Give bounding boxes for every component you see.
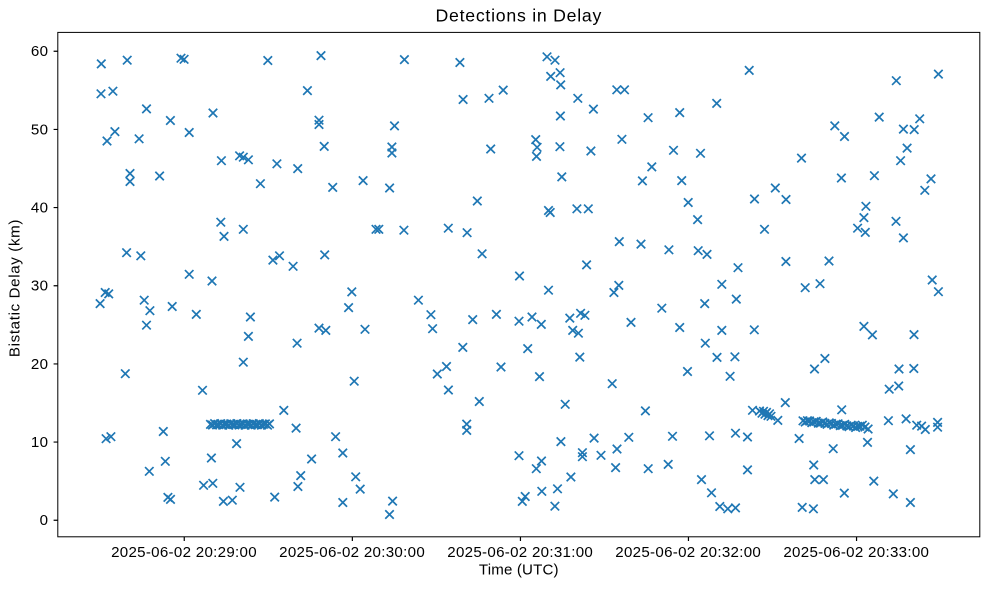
- svg-text:2025-06-02 20:33:00: 2025-06-02 20:33:00: [783, 544, 929, 561]
- svg-text:50: 50: [31, 121, 48, 138]
- svg-text:60: 60: [31, 43, 48, 60]
- svg-text:2025-06-02 20:32:00: 2025-06-02 20:32:00: [615, 544, 761, 561]
- svg-text:2025-06-02 20:31:00: 2025-06-02 20:31:00: [447, 544, 593, 561]
- svg-text:20: 20: [31, 356, 48, 373]
- svg-text:Bistatic Delay (km): Bistatic Delay (km): [7, 219, 24, 357]
- svg-text:10: 10: [31, 434, 48, 451]
- svg-text:2025-06-02 20:30:00: 2025-06-02 20:30:00: [279, 544, 425, 561]
- svg-text:Time (UTC): Time (UTC): [479, 562, 559, 579]
- svg-text:30: 30: [31, 278, 48, 295]
- svg-text:40: 40: [31, 200, 48, 217]
- svg-text:2025-06-02 20:29:00: 2025-06-02 20:29:00: [111, 544, 257, 561]
- svg-text:Detections in Delay: Detections in Delay: [435, 5, 602, 25]
- svg-text:0: 0: [40, 512, 49, 529]
